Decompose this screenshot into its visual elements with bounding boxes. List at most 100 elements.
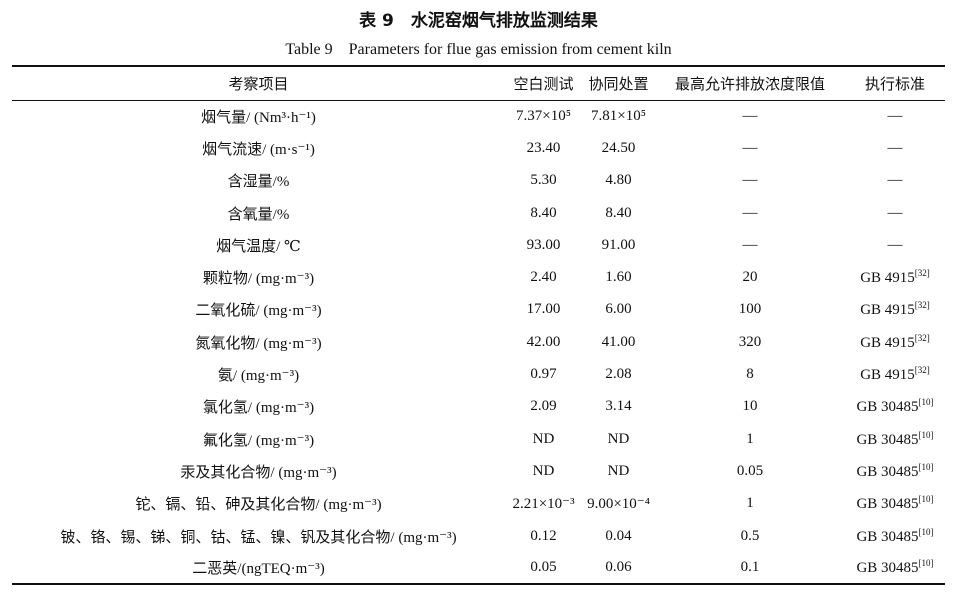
table-cell: — [845,197,945,229]
table-cell: — [845,229,945,261]
table-body: 烟气量/ (Nm³·h⁻¹)7.37×10⁵7.81×10⁵——烟气流速/ (m… [12,100,945,584]
standard-text: GB 30485 [856,399,918,415]
table-cell: 1.60 [582,261,655,293]
table-cell: 7.81×10⁵ [582,100,655,132]
standard-text: GB 4915 [860,270,915,286]
reference: [10] [919,397,934,407]
table-cell: 6.00 [582,294,655,326]
table-cell: 烟气流速/ (m·s⁻¹) [12,132,505,164]
table-row: 铍、铬、锡、锑、铜、钴、锰、镍、钒及其化合物/ (mg·m⁻³)0.120.04… [12,520,945,552]
reference: [32] [915,268,930,278]
table-cell: 2.08 [582,358,655,390]
table-cell: GB 4915[32] [845,294,945,326]
table-cell: GB 30485[10] [845,520,945,552]
table-cell: 0.97 [505,358,582,390]
table-cell: GB 30485[10] [845,423,945,455]
table-cell: 0.05 [655,455,845,487]
table-cell: 氮氧化物/ (mg·m⁻³) [12,326,505,358]
table-cell: GB 4915[32] [845,326,945,358]
table-cell: 烟气量/ (Nm³·h⁻¹) [12,100,505,132]
table-cell: 100 [655,294,845,326]
table-row: 烟气量/ (Nm³·h⁻¹)7.37×10⁵7.81×10⁵—— [12,100,945,132]
table-row: 氨/ (mg·m⁻³)0.972.088GB 4915[32] [12,358,945,390]
table-cell: 2.21×10⁻³ [505,488,582,520]
table-cell: ND [582,455,655,487]
table-cell: 汞及其化合物/ (mg·m⁻³) [12,455,505,487]
table-cell: GB 4915[32] [845,261,945,293]
table-cell: 4.80 [582,165,655,197]
table-cell: GB 4915[32] [845,358,945,390]
table-subtitle: Table 9 Parameters for flue gas emission… [0,35,957,59]
table-cell: 7.37×10⁵ [505,100,582,132]
table-cell: — [845,132,945,164]
table-cell: 2.40 [505,261,582,293]
table-cell: 42.00 [505,326,582,358]
table-cell: 2.09 [505,391,582,423]
table-cell: 41.00 [582,326,655,358]
table-cell: — [655,100,845,132]
standard-text: GB 30485 [856,464,918,480]
table-cell: 0.5 [655,520,845,552]
standard-text: GB 30485 [856,529,918,545]
table-cell: — [655,165,845,197]
table-cell: 0.12 [505,520,582,552]
table-cell: GB 30485[10] [845,391,945,423]
table-cell: 0.05 [505,552,582,584]
table-cell: 320 [655,326,845,358]
reference: [10] [919,462,934,472]
reference: [32] [915,300,930,310]
table-cell: 8 [655,358,845,390]
reference: [10] [919,430,934,440]
reference: [32] [915,333,930,343]
table-cell: 20 [655,261,845,293]
table-cell: 二氧化硫/ (mg·m⁻³) [12,294,505,326]
reference: [10] [919,558,934,568]
table-cell: 烟气温度/ ℃ [12,229,505,261]
table-cell: 8.40 [505,197,582,229]
table-cell: 17.00 [505,294,582,326]
table-cell: 23.40 [505,132,582,164]
header-row: 考察项目空白测试协同处置最高允许排放浓度限值执行标准 [12,66,945,100]
table-cell: ND [582,423,655,455]
table-row: 二氧化硫/ (mg·m⁻³)17.006.00100GB 4915[32] [12,294,945,326]
table-row: 颗粒物/ (mg·m⁻³)2.401.6020GB 4915[32] [12,261,945,293]
table-row: 二恶英/(ngTEQ·m⁻³)0.050.060.1GB 30485[10] [12,552,945,584]
table-cell: — [845,100,945,132]
standard-text: GB 4915 [860,367,915,383]
table-cell: 91.00 [582,229,655,261]
table-row: 氮氧化物/ (mg·m⁻³)42.0041.00320GB 4915[32] [12,326,945,358]
header-cell: 协同处置 [582,66,655,100]
table-cell: 3.14 [582,391,655,423]
table-cell: GB 30485[10] [845,488,945,520]
table-header: 考察项目空白测试协同处置最高允许排放浓度限值执行标准 [12,66,945,100]
table-title: 表 9 水泥窑烟气排放监测结果 [0,6,957,31]
table-cell: 9.00×10⁻⁴ [582,488,655,520]
table-cell: ND [505,423,582,455]
table-row: 氯化氢/ (mg·m⁻³)2.093.1410GB 30485[10] [12,391,945,423]
table-cell: 铊、镉、铅、砷及其化合物/ (mg·m⁻³) [12,488,505,520]
standard-text: GB 30485 [856,560,918,576]
table-cell: 颗粒物/ (mg·m⁻³) [12,261,505,293]
header-cell: 考察项目 [12,66,505,100]
table-cell: — [655,132,845,164]
data-table: 考察项目空白测试协同处置最高允许排放浓度限值执行标准 烟气量/ (Nm³·h⁻¹… [12,65,945,585]
header-cell: 空白测试 [505,66,582,100]
table-cell: 0.1 [655,552,845,584]
table-cell: 0.06 [582,552,655,584]
table-cell: 含湿量/% [12,165,505,197]
table-row: 烟气温度/ ℃93.0091.00—— [12,229,945,261]
table-cell: GB 30485[10] [845,552,945,584]
table-cell: ND [505,455,582,487]
table-cell: — [655,229,845,261]
table-cell: 93.00 [505,229,582,261]
reference: [10] [919,527,934,537]
table-cell: — [845,165,945,197]
table-row: 铊、镉、铅、砷及其化合物/ (mg·m⁻³)2.21×10⁻³9.00×10⁻⁴… [12,488,945,520]
table-cell: 氨/ (mg·m⁻³) [12,358,505,390]
standard-text: GB 30485 [856,496,918,512]
table-cell: 二恶英/(ngTEQ·m⁻³) [12,552,505,584]
table-cell: — [655,197,845,229]
table-cell: 10 [655,391,845,423]
standard-text: GB 4915 [860,335,915,351]
